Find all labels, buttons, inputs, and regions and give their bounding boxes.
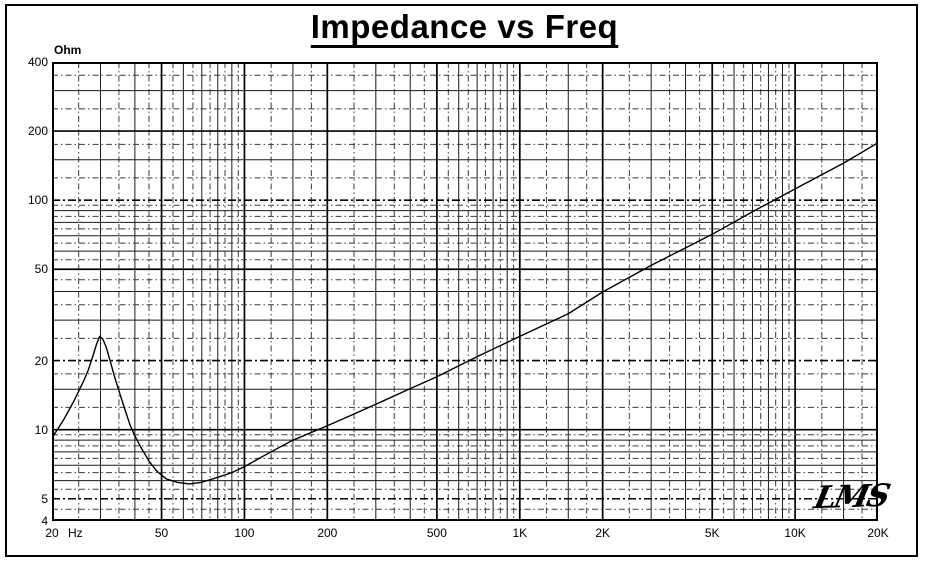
x-tick-label: 2K [595,526,610,540]
plot-area: LMS [52,62,892,521]
x-tick-label: 200 [317,526,338,540]
y-tick-label: 10 [34,422,48,437]
y-tick-label: 20 [34,353,48,368]
y-tick-label: 100 [27,193,48,208]
y-tick-label: 200 [27,124,48,139]
x-axis-unit-label: Hz [68,526,83,540]
y-tick-label: 50 [34,262,48,277]
grid-and-curve-canvas [52,62,878,521]
x-tick-label: 5K [704,526,720,540]
x-tick-label: 100 [234,526,255,540]
x-tick-label: 20K [867,526,889,540]
x-tick-label: 50 [154,526,169,540]
plot-border [52,62,878,521]
chart-title-text: Impedance vs Freq [310,8,619,45]
x-tick-label: 20 [45,526,59,540]
impedance-curve [52,142,878,485]
y-axis-unit-label: Ohm [54,43,82,57]
x-tick-label: 1K [512,526,528,540]
x-tick-label: 500 [426,526,447,540]
chart-title: Impedance vs Freq [0,8,929,46]
y-tick-label: 5 [41,491,48,506]
y-tick-label: 4 [41,514,48,528]
x-tick-label: 10K [784,526,806,540]
y-tick-label: 400 [27,55,48,69]
lms-logo: LMS [810,477,892,517]
